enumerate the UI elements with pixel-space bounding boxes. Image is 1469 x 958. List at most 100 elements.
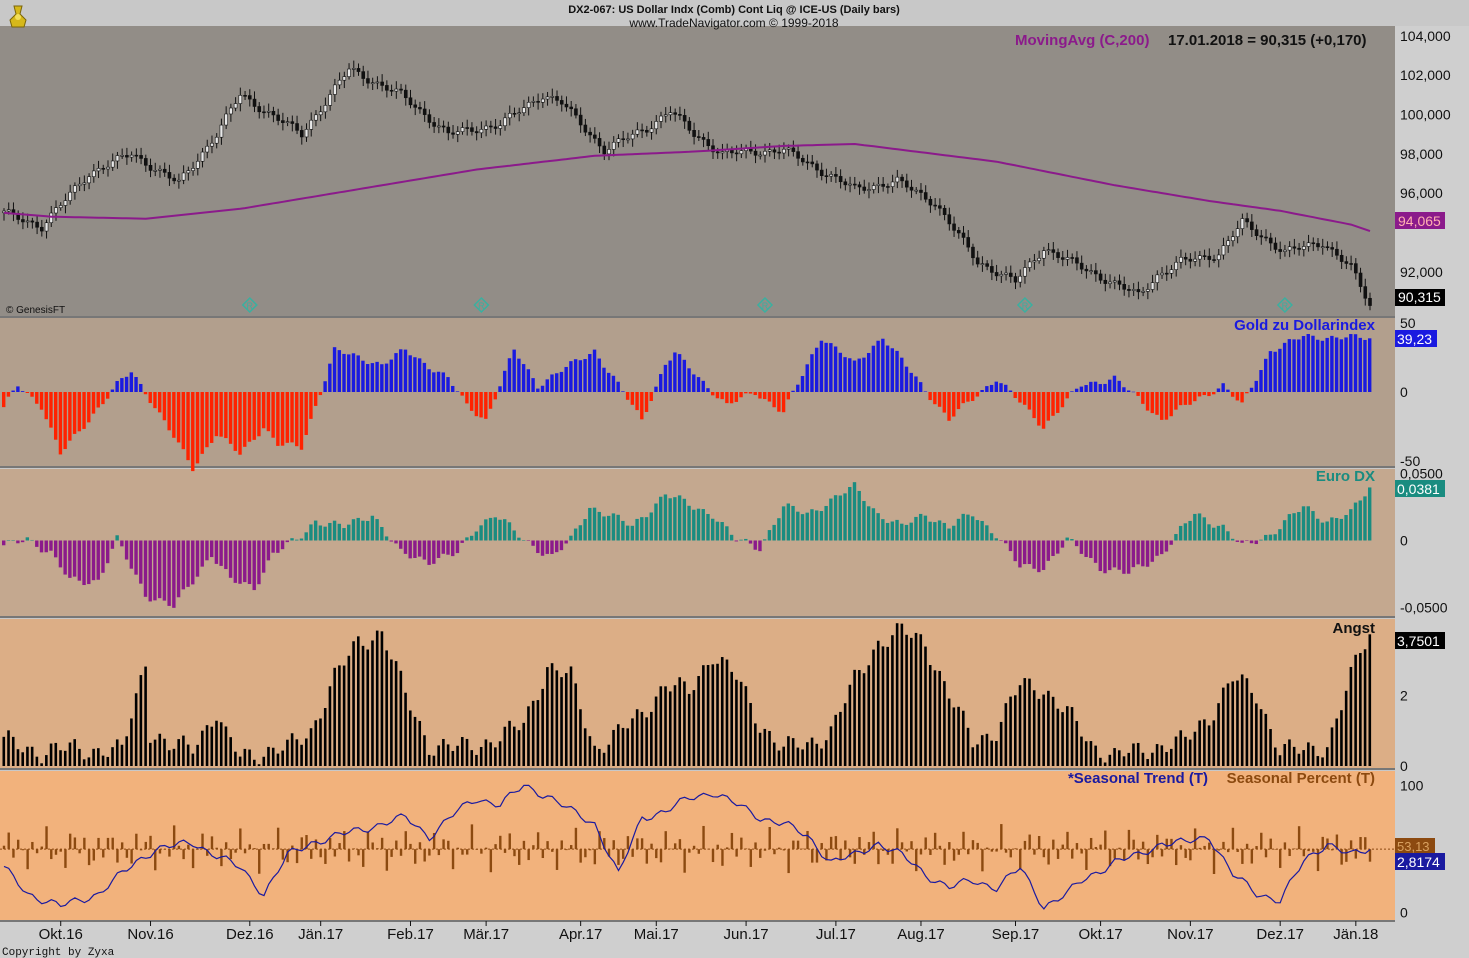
gold-bar (1221, 383, 1225, 392)
euro-bar (649, 512, 653, 541)
euro-bar (1169, 540, 1173, 545)
euro-bar (257, 540, 261, 585)
euro-bar (295, 539, 299, 541)
seasonal-percent-bar (328, 838, 332, 850)
angst-bar (621, 727, 625, 766)
seasonal-percent-bar (40, 846, 44, 850)
gold-bar (68, 392, 72, 441)
angst-bar (512, 726, 516, 766)
seasonal-percent-bar (437, 849, 441, 856)
candle (172, 177, 176, 182)
euro-bar (682, 498, 687, 541)
gold-bar (1202, 392, 1206, 396)
angst-bar (130, 718, 133, 766)
seasonal-percent-bar (910, 841, 913, 850)
seasonal-percent-bar (792, 840, 795, 850)
euro-bar (989, 533, 994, 541)
gold-bar (1353, 334, 1358, 392)
seasonal-percent-bar (125, 849, 129, 858)
gold-bar (238, 392, 242, 455)
x-tick-label: Sep.17 (992, 926, 1040, 943)
seasonal-percent-bar (1264, 849, 1268, 858)
candle (295, 123, 299, 131)
seasonal-percent-bar (1316, 849, 1320, 872)
euro-bar (1060, 540, 1065, 548)
seasonal-percent-bar (631, 849, 634, 857)
seasonal-percent-bar (697, 849, 701, 854)
gold-bar (564, 366, 568, 392)
angst-bar (725, 659, 729, 766)
angst-bar (153, 739, 157, 766)
angst-bar (158, 733, 162, 766)
seasonal-percent-bar (45, 826, 48, 850)
angst-bar (338, 665, 341, 766)
seasonal-percent-bar (1335, 834, 1339, 850)
candle (715, 151, 720, 154)
angst-bar (943, 681, 946, 766)
seasonal-percent-bar (1193, 828, 1197, 850)
gold-bar (124, 376, 129, 392)
seasonal-percent-bar (532, 845, 535, 850)
candle (819, 169, 824, 176)
angst-bar (522, 722, 526, 766)
gold-bar (257, 392, 261, 437)
x-tick-label: Dez.17 (1256, 926, 1304, 943)
gold-bar (1065, 392, 1069, 399)
euro-bar (228, 540, 233, 578)
seasonal-percent-bar (636, 838, 639, 850)
euro-bar (1349, 509, 1353, 541)
candle (961, 232, 966, 238)
euro-bar (592, 507, 597, 541)
gold-bar (729, 392, 734, 404)
candle (1127, 289, 1131, 291)
angst-bar (257, 764, 261, 766)
angst-bar (1255, 703, 1258, 766)
seasonal-percent-bar (390, 849, 393, 857)
candle (25, 220, 30, 223)
angst-bar (612, 729, 615, 766)
seasonal-percent-bar (574, 827, 578, 850)
gold-bar (153, 392, 157, 409)
seasonal-percent-bar (872, 831, 875, 850)
candle (139, 155, 143, 159)
seasonal-marker-icon (473, 296, 490, 314)
angst-bar (1259, 709, 1263, 766)
gold-bar (1320, 340, 1325, 392)
candle (347, 68, 351, 77)
seasonal-percent-bar (59, 849, 62, 852)
seasonal-percent-bar (503, 849, 507, 853)
angst-bar (418, 720, 422, 766)
seasonal-percent-bar (579, 849, 582, 863)
candle (867, 189, 871, 191)
seasonal-percent-bar (291, 845, 294, 850)
candle (1018, 275, 1023, 283)
angst-bar (910, 637, 913, 766)
angst-bar (347, 655, 351, 766)
seasonal-percent-bar (617, 849, 620, 865)
candle (1027, 261, 1032, 268)
seasonal-percent-bar (508, 833, 511, 850)
candle (1160, 272, 1164, 276)
angst-bar (668, 691, 672, 766)
seasonal-percent-bar (281, 849, 285, 860)
angst-bar (1231, 681, 1235, 766)
candle (928, 198, 933, 206)
euro-bar (134, 540, 138, 575)
gold-bar (928, 392, 932, 401)
gold-bar (143, 392, 148, 395)
price-panel (0, 26, 1395, 317)
seasonal-percent-bar (333, 849, 337, 857)
angst-bar (924, 646, 927, 766)
euro-bar (124, 540, 129, 560)
seasonal-percent-bar (1113, 849, 1116, 859)
candle (418, 107, 422, 110)
candle (1226, 240, 1231, 246)
candle (980, 263, 985, 265)
candle (574, 108, 578, 116)
angst-bar (1032, 690, 1036, 766)
euro-bar (729, 534, 734, 541)
gold-bar (1141, 392, 1145, 404)
euro-bar (947, 528, 951, 541)
angst-bar (895, 623, 899, 766)
